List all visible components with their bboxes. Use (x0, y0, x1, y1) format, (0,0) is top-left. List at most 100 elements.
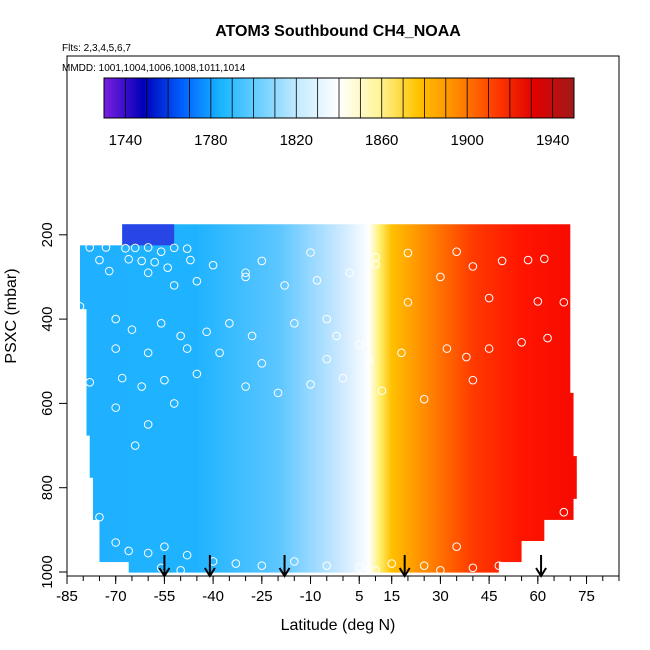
sample-point (468, 563, 478, 573)
sample-point (160, 375, 169, 385)
sample-point (280, 281, 289, 290)
sample-point (364, 356, 374, 366)
flight-marker-arrow (398, 555, 411, 578)
sample-point (436, 272, 445, 282)
sample-point (497, 256, 507, 266)
sample-point (208, 260, 218, 270)
sample-point (169, 243, 179, 253)
sample-point (215, 348, 224, 358)
x-axis: -85 -70 -55 -40 -25 -10 5 15 30 45 60 75 (56, 576, 620, 605)
x-tick-label: -40 (202, 588, 224, 605)
sample-point (111, 314, 121, 324)
heat-row-1 (79, 245, 571, 268)
sample-point (354, 563, 364, 573)
sample-point (202, 327, 211, 337)
sample-point (452, 247, 461, 256)
sample-point (117, 373, 127, 383)
y-axis-label: PSXC (mbar) (3, 268, 20, 363)
sample-point (419, 561, 429, 570)
sample-point (124, 546, 133, 556)
sample-point (484, 344, 494, 353)
x-tick-label: 75 (578, 588, 595, 605)
x-tick-label: 5 (355, 588, 363, 605)
sample-point (354, 340, 364, 349)
sample-point (371, 260, 380, 269)
sample-point (130, 243, 140, 253)
sample-point (494, 561, 504, 570)
sample-point (377, 386, 387, 396)
sample-point (332, 331, 341, 341)
heat-row-14 (99, 519, 545, 541)
sample-point (484, 293, 494, 303)
sample-point (559, 507, 569, 517)
flight-marker-arrow (204, 555, 216, 578)
heat-row-8 (86, 392, 574, 415)
chart-title: ATOM3 Southbound CH4_NOAA (215, 23, 461, 40)
sample-point (403, 248, 413, 258)
x-axis-label: Latitude (deg N) (281, 617, 396, 634)
colorbar-tick-label: 1740 (109, 132, 142, 149)
sample-point (137, 256, 146, 266)
flight-marker-arrow (278, 555, 291, 578)
sample-point (306, 248, 315, 257)
sample-point (169, 399, 179, 408)
sample-point (257, 359, 267, 368)
sample-point (273, 388, 283, 398)
sample-point (241, 272, 250, 282)
heat-row-10 (89, 435, 574, 457)
y-tick-label: 600 (39, 391, 56, 416)
sample-point (75, 302, 85, 311)
sample-point (127, 325, 137, 334)
sample-point (192, 369, 202, 379)
sample-point (143, 420, 153, 429)
sample-point (306, 380, 315, 389)
sample-point (163, 263, 172, 272)
sample-point (371, 566, 380, 575)
heat-row-11 (89, 456, 577, 478)
sample-point (143, 548, 153, 558)
sample-point (85, 243, 95, 252)
x-tick-label: -10 (300, 588, 322, 605)
heat-row-7 (86, 371, 571, 394)
x-tick-label: 30 (432, 588, 449, 605)
colorbar-tick-label: 1780 (194, 132, 227, 149)
sample-point (387, 559, 397, 568)
flight-marker-arrow (535, 555, 547, 578)
sample-point (517, 563, 526, 573)
sample-point (517, 337, 526, 347)
y-axis: 200 400 600 800 1000 (39, 222, 67, 589)
sample-point (182, 244, 192, 254)
heat-row-12 (92, 477, 577, 499)
sample-point (176, 331, 185, 341)
heat-row-16 (128, 561, 499, 573)
heat-row-4 (86, 308, 571, 331)
heat-row-15 (99, 540, 522, 563)
heat-row-5 (86, 329, 571, 352)
sample-point (169, 281, 179, 290)
sample-points (75, 243, 569, 575)
sample-point (101, 243, 111, 252)
flights-subtitle: Flts: 2,3,4,5,6,7 (62, 43, 131, 54)
sample-point (231, 559, 241, 568)
colorbar: 1740 1780 1820 1860 1900 1940 (103, 77, 575, 149)
sample-point (403, 297, 413, 307)
sample-point (289, 557, 299, 566)
sample-point (540, 254, 549, 264)
heatmap-cells (79, 224, 577, 573)
sample-point (186, 255, 195, 265)
sample-point (143, 348, 153, 358)
sample-point (85, 378, 95, 387)
sample-point (312, 276, 322, 285)
heat-row-2 (79, 266, 571, 289)
sample-point (160, 542, 169, 552)
sample-point (533, 297, 543, 306)
x-tick-label: 60 (529, 588, 546, 605)
y-tick-label: 800 (39, 475, 56, 500)
sample-point (137, 382, 146, 391)
sample-point (111, 538, 121, 547)
sample-point (156, 247, 166, 256)
colorbar-tick-label: 1900 (450, 132, 483, 149)
sample-point (452, 542, 461, 552)
heat-row-top-low-section (122, 224, 175, 246)
sample-point (121, 243, 130, 253)
